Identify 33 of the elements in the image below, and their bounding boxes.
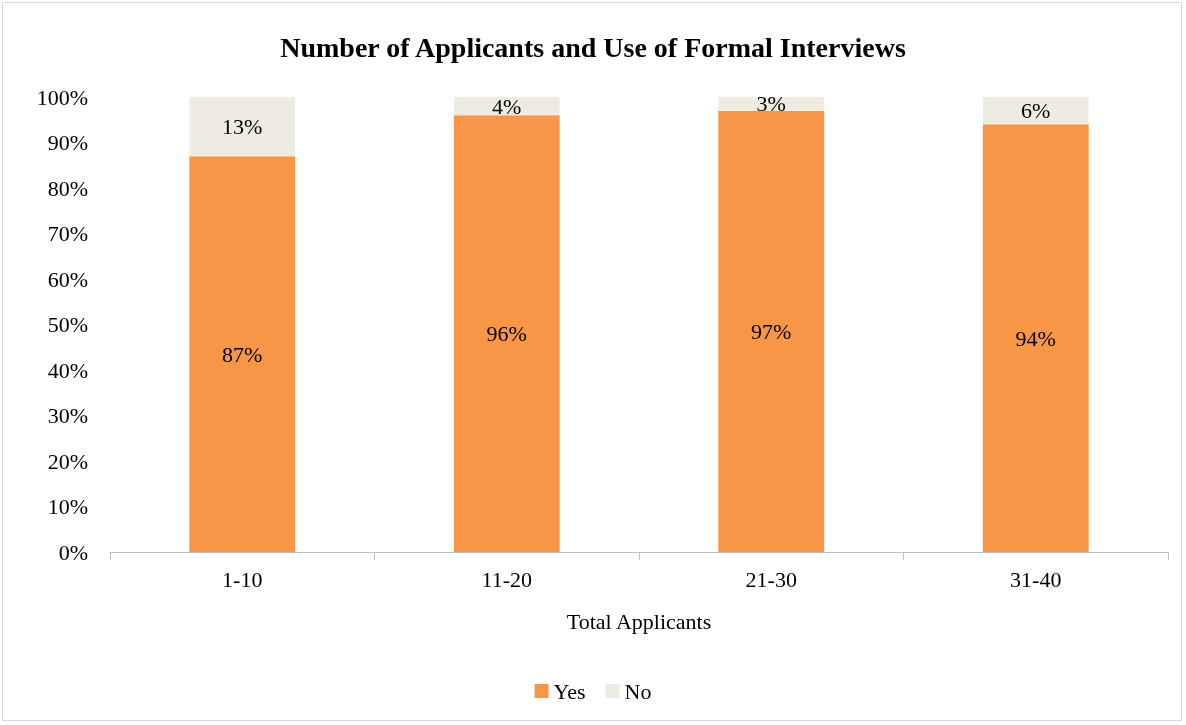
y-tick-label: 100% (36, 84, 88, 110)
legend-label: No (624, 678, 652, 704)
y-tick-label: 60% (47, 266, 88, 292)
x-axis-title: Total Applicants (566, 608, 712, 634)
data-label: 97% (751, 318, 792, 344)
bar (982, 124, 1089, 552)
x-tick-label: 1-10 (222, 566, 263, 592)
y-tick-label: 70% (47, 221, 88, 246)
y-tick-label: 0% (58, 539, 88, 565)
data-label: 3% (756, 91, 786, 117)
data-label: 6% (1021, 98, 1051, 124)
data-label: 13% (222, 114, 263, 140)
data-label: 96% (486, 321, 527, 347)
bar (718, 110, 825, 552)
chart-title: Number of Applicants and Use of Formal Interviews (280, 31, 906, 63)
y-tick-label: 40% (47, 357, 88, 383)
x-tick-label: 11-20 (481, 566, 533, 592)
data-label: 87% (222, 341, 263, 367)
bar (189, 97, 296, 157)
bar (189, 156, 296, 552)
x-tick-label: 21-30 (745, 566, 797, 592)
x-tick-label: 31-40 (1010, 566, 1062, 592)
y-tick-label: 50% (47, 312, 88, 337)
y-tick-label: 80% (47, 175, 88, 201)
data-label: 4% (492, 93, 522, 119)
y-tick-label: 90% (47, 130, 88, 155)
data-label: 94% (1015, 325, 1056, 351)
y-tick-label: 30% (47, 403, 88, 428)
y-tick-label: 20% (47, 448, 88, 474)
bar (453, 115, 560, 552)
legend-label: Yes (553, 678, 586, 704)
y-tick-label: 10% (47, 494, 88, 519)
bar (982, 97, 1089, 125)
